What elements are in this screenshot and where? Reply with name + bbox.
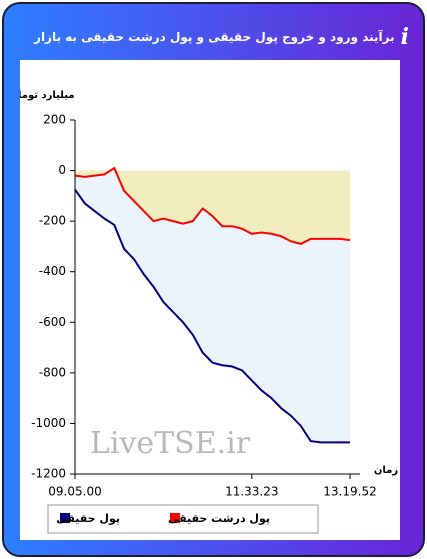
x-tick-label: 13.19.52 xyxy=(323,485,376,499)
y-tick-label: -400 xyxy=(39,264,66,278)
line xyxy=(74,188,350,444)
legend-box xyxy=(47,504,319,534)
y-tick-label: -1200 xyxy=(31,467,66,481)
legend-swatch xyxy=(60,513,70,523)
line xyxy=(74,166,351,245)
y-tick-label: 200 xyxy=(43,113,66,127)
x-tick-label: 11.33.23 xyxy=(225,485,278,499)
y-tick-label: -1000 xyxy=(31,416,66,430)
y-tick-label: -200 xyxy=(39,214,66,228)
area xyxy=(75,170,350,443)
y-tick-label: 0 xyxy=(58,163,66,177)
legend-swatch xyxy=(170,513,180,523)
legend-label: پول حقیقی xyxy=(56,512,120,525)
header: i برآیند ورود و خروج پول حقیقی و پول درش… xyxy=(18,22,409,52)
y-tick-label: -800 xyxy=(39,365,66,379)
title: برآیند ورود و خروج پول حقیقی و پول درشت … xyxy=(34,30,395,44)
info-icon[interactable]: i xyxy=(400,24,409,50)
x-axis-label: زمان xyxy=(374,465,398,476)
watermark: LiveTSE.ir xyxy=(90,426,251,461)
x-tick-label: 09.05.00 xyxy=(48,485,101,499)
y-tick-label: -600 xyxy=(39,315,66,329)
chart: LiveTSE.ir 200 0 -200 -400 -600 -800 -1000 -1200… xyxy=(20,60,400,540)
area xyxy=(75,168,350,244)
y-axis-label: میلیارد تومان xyxy=(20,90,75,101)
legend-label: پول درشت حقیقی xyxy=(168,512,270,525)
